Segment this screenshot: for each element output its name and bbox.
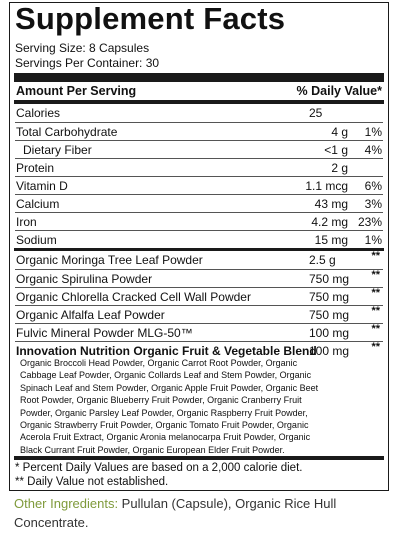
footnote-not-established: ** Daily Value not established. (15, 476, 169, 488)
amount-per-serving-label: Amount Per Serving (16, 84, 137, 98)
serving-size: Serving Size: 8 Capsules (15, 41, 150, 55)
nutrient-row-carbohydrate: Total Carbohydrate 4 g 1% (15, 122, 383, 140)
ingredient-row-fulvic: Fulvic Mineral Powder MLG-50™ 100 mg ** (15, 323, 383, 341)
blend-row: Innovation Nutrition Organic Fruit & Veg… (15, 341, 383, 359)
ingredient-row-chlorella: Organic Chlorella Cracked Cell Wall Powd… (15, 287, 383, 305)
column-header: Amount Per Serving % Daily Value* (15, 84, 383, 100)
daily-value-label: % Daily Value* (296, 84, 382, 98)
servings-per-container: Servings Per Container: 30 (15, 56, 160, 70)
thick-divider (14, 73, 384, 82)
footnote-daily-value: * Percent Daily Values are based on a 2,… (15, 462, 303, 474)
nutrient-row-calories: Calories 25 (16, 106, 323, 120)
nutrient-row-iron: Iron 4.2 mg 23% (15, 212, 383, 230)
nutrient-row-vitamin-d: Vitamin D 1.1 mcg 6% (15, 176, 383, 194)
footnote-divider (14, 456, 384, 460)
nutrient-row-calcium: Calcium 43 mg 3% (15, 194, 383, 212)
ingredient-row-alfalfa: Organic Alfalfa Leaf Powder 750 mg ** (15, 305, 383, 323)
blend-dv: ** (371, 341, 380, 353)
nutrient-row-fiber: Dietary Fiber <1 g 4% (15, 140, 383, 158)
blend-amount: 100 mg (309, 344, 350, 358)
ingredient-row-spirulina: Organic Spirulina Powder 750 mg ** (15, 269, 383, 287)
other-ingredients-text: Pullulan (Capsule), Organic Rice Hull Co… (14, 496, 337, 530)
nutrient-row-sodium: Sodium 15 mg 1% (15, 230, 383, 248)
supplement-facts-panel: Supplement Facts Serving Size: 8 Capsule… (9, 1, 389, 491)
panel-title: Supplement Facts (15, 1, 286, 36)
nutrient-row-protein: Protein 2 g (15, 158, 383, 176)
other-ingredients: Other Ingredients: Pullulan (Capsule), O… (14, 494, 394, 532)
blend-name: Innovation Nutrition Organic Fruit & Veg… (16, 344, 317, 358)
nutrient-divider (14, 248, 384, 251)
ingredient-row-moringa: Organic Moringa Tree Leaf Powder 2.5 g *… (16, 250, 380, 267)
other-ingredients-label: Other Ingredients: (14, 496, 119, 511)
blend-ingredient-list: Organic Broccoli Head Powder, Organic Ca… (20, 358, 319, 455)
header-divider (14, 100, 384, 104)
